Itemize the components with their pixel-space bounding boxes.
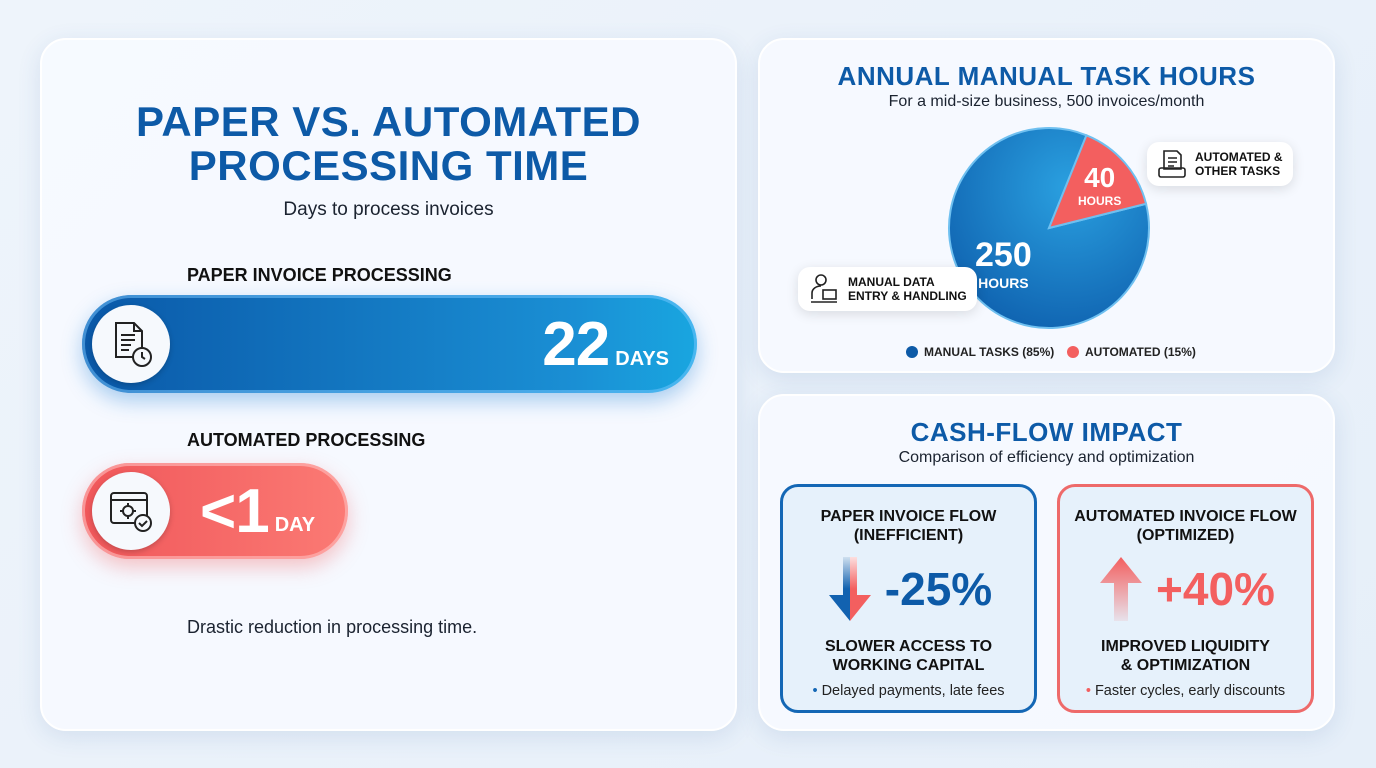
- paper-bar: 22 DAYS: [82, 295, 697, 393]
- manual-callout: MANUAL DATA ENTRY & HANDLING: [798, 267, 977, 311]
- paper-label: PAPER INVOICE PROCESSING: [187, 265, 452, 285]
- paper-bullet: • Delayed payments, late fees: [812, 683, 1005, 699]
- pie-chart: [948, 127, 1150, 329]
- processing-subtitle: Days to process invoices: [283, 199, 494, 220]
- legend-manual: MANUAL TASKS (85%): [906, 345, 1054, 359]
- legend-auto: AUTOMATED (15%): [1067, 345, 1196, 359]
- processing-title: PAPER VS. AUTOMATED PROCESSING TIME: [136, 98, 641, 189]
- cash-subtitle: Comparison of efficiency and optimizatio…: [898, 449, 1195, 466]
- auto-callout: AUTOMATED & OTHER TASKS: [1147, 142, 1293, 186]
- auto-label: AUTOMATED PROCESSING: [187, 430, 426, 450]
- auto-flow-box: AUTOMATED INVOICE FLOW (OPTIMIZED) +40% I…: [1057, 484, 1314, 713]
- up-arrow-icon: [1100, 557, 1143, 621]
- gear-window-check-icon: [92, 472, 170, 550]
- paper-flow-box: PAPER INVOICE FLOW (INEFFICIENT) -25% SLO…: [780, 484, 1037, 713]
- paper-pct: -25%: [884, 563, 993, 615]
- auto-value: <1: [200, 476, 270, 546]
- processing-time-card: PAPER VS. AUTOMATED PROCESSING TIME Days …: [40, 38, 737, 731]
- pie-title: ANNUAL MANUAL TASK HOURS: [837, 61, 1256, 91]
- paper-value: 22: [542, 309, 610, 379]
- footnote: Drastic reduction in processing time.: [187, 617, 478, 637]
- auto-pct: +40%: [1156, 563, 1275, 615]
- auto-slice-label: 40 HOURS: [1078, 162, 1122, 208]
- cash-flow-card: CASH-FLOW IMPACT Comparison of efficienc…: [758, 394, 1335, 731]
- down-arrow-icon: [828, 557, 871, 621]
- auto-bullet: • Faster cycles, early discounts: [1085, 683, 1286, 699]
- pie-subtitle: For a mid-size business, 500 invoices/mo…: [888, 93, 1205, 110]
- auto-bar: <1 DAY: [82, 463, 348, 559]
- pie-slice-auto: [1047, 133, 1148, 230]
- manual-slice-label: 250 HOURS: [975, 236, 1032, 291]
- document-tray-icon: [1158, 150, 1186, 178]
- cash-title: CASH-FLOW IMPACT: [910, 417, 1183, 447]
- document-clock-icon: [92, 305, 170, 383]
- auto-unit: DAY: [274, 514, 316, 536]
- person-laptop-icon: [811, 274, 837, 303]
- task-hours-card: ANNUAL MANUAL TASK HOURS For a mid-size …: [758, 38, 1335, 373]
- paper-unit: DAYS: [615, 348, 669, 370]
